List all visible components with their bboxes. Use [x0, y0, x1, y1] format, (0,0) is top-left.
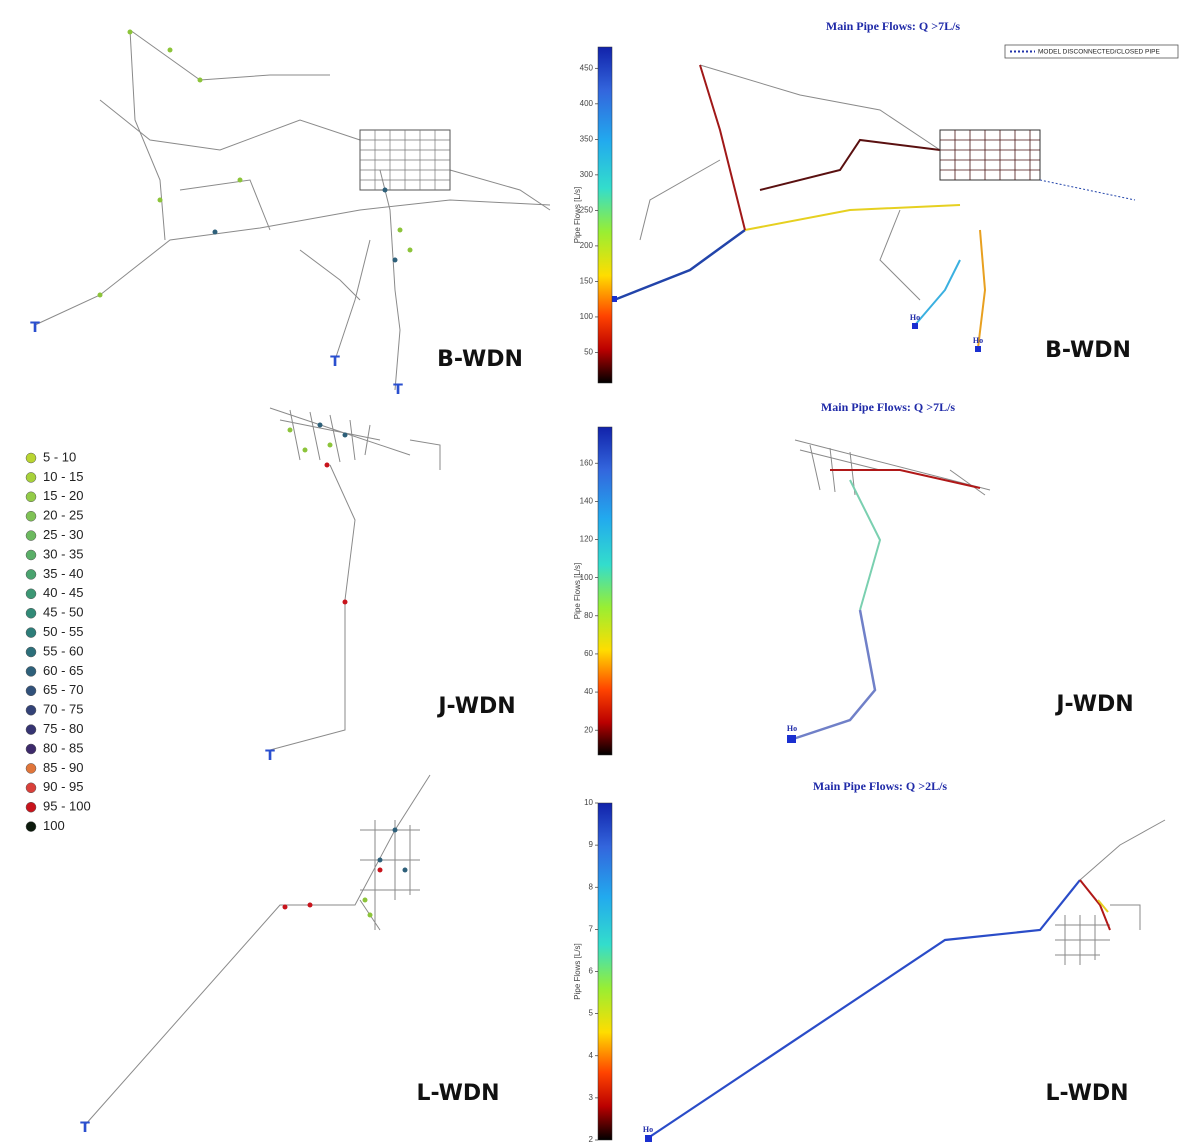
source-label: Ho [973, 336, 983, 345]
colorbar-tick-label: 350 [580, 134, 594, 143]
colorbar-tick-label: 3 [589, 1093, 594, 1102]
colorbar-tick-label: 8 [589, 882, 594, 891]
legend-marker [26, 686, 36, 696]
legend-label: 20 - 25 [43, 508, 83, 523]
source-label: Ho [787, 724, 797, 733]
colorbar-tick-label: 160 [580, 458, 594, 467]
map-label: B-WDN [1045, 338, 1131, 363]
figure: T T T B-WDN Ho Ho MODEL DISCONNECTED/CLO… [0, 0, 1186, 1145]
legend-label: 65 - 70 [43, 682, 83, 697]
svg-text:T: T [393, 382, 403, 398]
colorbar-tick-label: 100 [580, 312, 594, 321]
legend-marker [26, 453, 36, 463]
legend-label: 85 - 90 [43, 760, 83, 775]
legend-marker [26, 628, 36, 638]
colorbar-tick-label: 7 [589, 924, 594, 933]
svg-text:T: T [80, 1120, 90, 1136]
map-label: J-WDN [436, 694, 515, 719]
source-label: Ho [643, 1125, 653, 1134]
legend-label: 80 - 85 [43, 740, 83, 755]
legend-text: MODEL DISCONNECTED/CLOSED PIPE [1038, 49, 1161, 56]
legend-label: 5 - 10 [43, 449, 76, 464]
colorbar-axis-label: Pipe Flows [L/s] [573, 563, 582, 619]
legend-marker [26, 511, 36, 521]
legend-label: 25 - 30 [43, 527, 83, 542]
legend-label: 60 - 65 [43, 663, 83, 678]
flow-network-j [787, 440, 990, 743]
legend-marker [26, 822, 36, 832]
colorbar-tick-label: 400 [580, 99, 594, 108]
legend-marker [26, 550, 36, 560]
legend-label: 100 [43, 818, 65, 833]
legend-marker [26, 725, 36, 735]
colorbar-tick-label: 9 [589, 840, 594, 849]
legend-label: 15 - 20 [43, 488, 83, 503]
colorbar-tick-label: 300 [580, 170, 594, 179]
colorbar-tick-label: 10 [584, 798, 593, 807]
legend-label: 95 - 100 [43, 799, 91, 814]
network-l: T [80, 775, 430, 1136]
colorbar-tick-label: 140 [580, 496, 594, 505]
colorbar-tick-label: 40 [584, 687, 593, 696]
map-label: L-WDN [1045, 1081, 1128, 1106]
map-title: Main Pipe Flows: Q >7L/s [821, 400, 956, 414]
colorbar [598, 47, 612, 383]
colorbar [598, 427, 612, 755]
legend-marker [26, 472, 36, 482]
legend-marker [26, 666, 36, 676]
colorbar-tick-label: 120 [580, 535, 594, 544]
network-j: T [265, 408, 440, 764]
colorbar-tick-label: 5 [589, 1009, 594, 1018]
map-label: L-WDN [416, 1081, 499, 1106]
source-label: Ho [910, 313, 920, 322]
flow-network-b [611, 45, 1178, 352]
legend-label: 35 - 40 [43, 566, 83, 581]
legend-label: 70 - 75 [43, 702, 83, 717]
legend-marker [26, 802, 36, 812]
legend-label: 90 - 95 [43, 779, 83, 794]
legend-label: 30 - 35 [43, 546, 83, 561]
legend-marker [26, 531, 36, 541]
legend-label: 50 - 55 [43, 624, 83, 639]
svg-text:T: T [265, 748, 275, 764]
map-label: B-WDN [437, 347, 523, 372]
colorbar [598, 803, 612, 1140]
colorbar-axis-label: Pipe Flows [L/s] [573, 943, 582, 999]
legend-marker [26, 589, 36, 599]
legend-marker [26, 647, 36, 657]
legend-label: 55 - 60 [43, 643, 83, 658]
legend-marker [26, 608, 36, 618]
network-b: T T T [30, 30, 550, 399]
map-label: J-WDN [1054, 692, 1133, 717]
colorbar-tick-label: 2 [589, 1135, 594, 1144]
legend-label: 45 - 50 [43, 605, 83, 620]
colorbar-tick-label: 4 [589, 1051, 594, 1060]
svg-text:T: T [30, 320, 40, 336]
colorbar-tick-label: 450 [580, 63, 594, 72]
legend-marker [26, 783, 36, 793]
legend-marker [26, 569, 36, 579]
map-title: Main Pipe Flows: Q >2L/s [813, 779, 948, 793]
colorbar-tick-label: 60 [584, 649, 593, 658]
legend-marker [26, 705, 36, 715]
colorbar-axis-label: Pipe Flows [L/s] [573, 187, 582, 243]
svg-text:T: T [330, 354, 340, 370]
colorbar-tick-label: 20 [584, 725, 593, 734]
legend-marker [26, 492, 36, 502]
legend-marker [26, 744, 36, 754]
legend-label: 10 - 15 [43, 469, 83, 484]
legend-label: 40 - 45 [43, 585, 83, 600]
colorbar-tick-label: 6 [589, 967, 594, 976]
legend-label: 75 - 80 [43, 721, 83, 736]
map-title: Main Pipe Flows: Q >7L/s [826, 19, 961, 33]
legend-marker [26, 763, 36, 773]
colorbar-tick-label: 80 [584, 611, 593, 620]
colorbar-tick-label: 150 [580, 277, 594, 286]
colorbar-tick-label: 50 [584, 348, 593, 357]
